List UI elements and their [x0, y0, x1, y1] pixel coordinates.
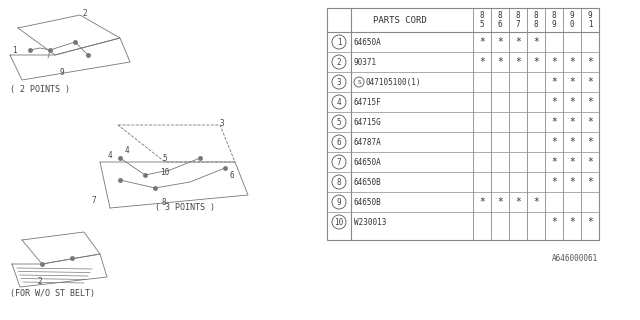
Text: A646000061: A646000061: [552, 254, 598, 263]
Text: 1: 1: [337, 37, 341, 46]
Text: 2: 2: [37, 277, 42, 286]
Text: 3: 3: [337, 77, 341, 86]
Text: 7: 7: [92, 196, 97, 204]
Text: ( 2 POINTS ): ( 2 POINTS ): [10, 85, 70, 94]
Text: 64715F: 64715F: [354, 98, 381, 107]
Text: 047105100(1): 047105100(1): [366, 77, 422, 86]
Text: *: *: [479, 197, 485, 207]
Text: W230013: W230013: [354, 218, 387, 227]
Text: (FOR W/O ST BELT): (FOR W/O ST BELT): [10, 289, 95, 298]
Text: 4: 4: [108, 150, 113, 159]
Text: 5: 5: [162, 154, 166, 163]
Text: 5: 5: [480, 20, 484, 29]
Text: *: *: [551, 117, 557, 127]
Text: 64650B: 64650B: [354, 178, 381, 187]
Text: *: *: [551, 217, 557, 227]
Bar: [327, 8, 599, 240]
Text: *: *: [515, 37, 521, 47]
Text: *: *: [479, 57, 485, 67]
Text: 8: 8: [498, 11, 502, 20]
Text: 8: 8: [552, 11, 556, 20]
Text: 10: 10: [334, 218, 344, 227]
Text: *: *: [569, 77, 575, 87]
Text: *: *: [551, 97, 557, 107]
Text: 64650B: 64650B: [354, 197, 381, 206]
Text: *: *: [551, 77, 557, 87]
Text: *: *: [551, 177, 557, 187]
Text: *: *: [569, 117, 575, 127]
Text: 8: 8: [337, 178, 341, 187]
Text: 10: 10: [160, 167, 169, 177]
Text: 0: 0: [570, 20, 574, 29]
Text: *: *: [569, 97, 575, 107]
Text: 6: 6: [230, 171, 235, 180]
Text: *: *: [551, 157, 557, 167]
Text: 8: 8: [162, 197, 166, 206]
Text: *: *: [587, 97, 593, 107]
Text: 64787A: 64787A: [354, 138, 381, 147]
Text: *: *: [569, 217, 575, 227]
Text: 8: 8: [480, 11, 484, 20]
Text: *: *: [551, 137, 557, 147]
Text: *: *: [479, 37, 485, 47]
Text: PARTS CORD: PARTS CORD: [373, 15, 427, 25]
Text: 3: 3: [220, 118, 225, 127]
Text: *: *: [587, 57, 593, 67]
Text: 9: 9: [337, 197, 341, 206]
Text: 5: 5: [337, 117, 341, 126]
Text: 90371: 90371: [354, 58, 377, 67]
Text: 4: 4: [337, 98, 341, 107]
Text: *: *: [515, 197, 521, 207]
Text: *: *: [569, 177, 575, 187]
Text: 8: 8: [516, 11, 520, 20]
Text: 1: 1: [12, 45, 17, 54]
Text: 8: 8: [534, 11, 538, 20]
Text: *: *: [569, 137, 575, 147]
Text: 9: 9: [588, 11, 592, 20]
Text: *: *: [497, 57, 503, 67]
Text: 2: 2: [82, 9, 86, 18]
Text: 1: 1: [588, 20, 592, 29]
Text: 7: 7: [337, 157, 341, 166]
Text: 9: 9: [570, 11, 574, 20]
Text: *: *: [515, 57, 521, 67]
Text: *: *: [551, 57, 557, 67]
Text: 4: 4: [125, 146, 130, 155]
Text: 8: 8: [534, 20, 538, 29]
Text: ( 3 POINTS ): ( 3 POINTS ): [155, 203, 215, 212]
Text: 7: 7: [516, 20, 520, 29]
Text: S: S: [357, 79, 361, 84]
Text: *: *: [533, 37, 539, 47]
Text: *: *: [587, 77, 593, 87]
Text: *: *: [533, 197, 539, 207]
Text: *: *: [587, 137, 593, 147]
Text: *: *: [497, 197, 503, 207]
Text: 6: 6: [337, 138, 341, 147]
Text: 64650A: 64650A: [354, 37, 381, 46]
Text: *: *: [587, 117, 593, 127]
Text: 9: 9: [60, 68, 65, 76]
Text: 64715G: 64715G: [354, 117, 381, 126]
Text: *: *: [533, 57, 539, 67]
Text: 64650A: 64650A: [354, 157, 381, 166]
Text: 6: 6: [498, 20, 502, 29]
Text: *: *: [497, 37, 503, 47]
Text: 2: 2: [337, 58, 341, 67]
Text: *: *: [569, 57, 575, 67]
Text: *: *: [569, 157, 575, 167]
Text: 9: 9: [552, 20, 556, 29]
Text: *: *: [587, 157, 593, 167]
Text: *: *: [587, 177, 593, 187]
Text: *: *: [587, 217, 593, 227]
